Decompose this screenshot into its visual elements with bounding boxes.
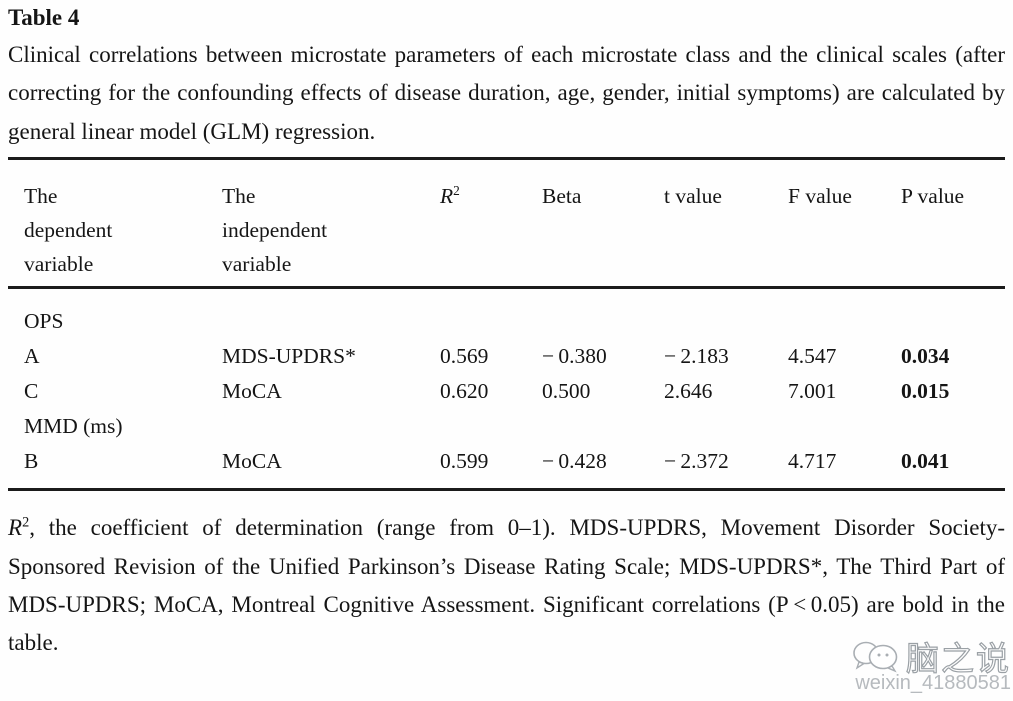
cell-p-value: 0.015 (901, 379, 950, 404)
section-label: MMD (ms) (24, 414, 123, 439)
table-body: OPS A MDS-UPDRS* 0.569 − 0.380 − 2.183 4… (8, 288, 1005, 490)
cell-r-squared: 0.599 (440, 449, 489, 474)
cell-independent: MDS-UPDRS* (222, 344, 356, 369)
cell-dependent: A (24, 344, 40, 369)
watermark-user-id: weixin_41880581 (855, 672, 1011, 694)
cell-dependent: B (24, 449, 39, 474)
footnote-text: , the coefficient of determination (rang… (8, 515, 1005, 656)
cell-t-value: − 2.183 (664, 344, 729, 369)
cell-t-value: 2.646 (664, 379, 713, 404)
col-header-p-value: P value (901, 184, 965, 209)
section-row-ops: OPS (8, 288, 1005, 340)
cell-f-value: 4.717 (788, 449, 837, 474)
cell-p-value: 0.034 (901, 344, 950, 369)
col-header-t-value: t value (664, 184, 722, 209)
cell-f-value: 7.001 (788, 379, 837, 404)
col-header-dependent-variable: The dependent variable (24, 184, 113, 277)
table-row-a: A MDS-UPDRS* 0.569 − 0.380 − 2.183 4.547… (8, 339, 1005, 374)
cell-t-value: − 2.372 (664, 449, 729, 474)
col-header-beta: Beta (542, 184, 582, 209)
cell-beta: − 0.428 (542, 449, 607, 474)
cell-independent: MoCA (222, 449, 282, 474)
cell-f-value: 4.547 (788, 344, 837, 369)
cell-r-squared: 0.569 (440, 344, 489, 369)
correlations-table: The dependent variable The independent v… (8, 157, 1005, 492)
col-header-f-value: F value (788, 184, 852, 209)
table-footnote: R2, the coefficient of determination (ra… (8, 514, 1005, 656)
cell-beta: 0.500 (542, 379, 591, 404)
table-row-c: C MoCA 0.620 0.500 2.646 7.001 0.015 (8, 374, 1005, 409)
section-label: OPS (24, 309, 64, 334)
col-header-independent-variable: The independent variable (222, 184, 328, 277)
cell-r-squared: 0.620 (440, 379, 489, 404)
cell-dependent: C (24, 379, 39, 404)
table-label: Table 4 (8, 5, 80, 30)
table-row-b: B MoCA 0.599 − 0.428 − 2.372 4.717 0.041 (8, 444, 1005, 490)
cell-independent: MoCA (222, 379, 282, 404)
table-caption: Clinical correlations between microstate… (8, 42, 1005, 144)
col-header-r-squared: R2 (440, 183, 460, 209)
cell-beta: − 0.380 (542, 344, 607, 369)
cell-p-value: 0.041 (901, 449, 950, 474)
section-row-mmd: MMD (ms) (8, 409, 1005, 444)
table-header: The dependent variable The independent v… (8, 159, 1005, 288)
